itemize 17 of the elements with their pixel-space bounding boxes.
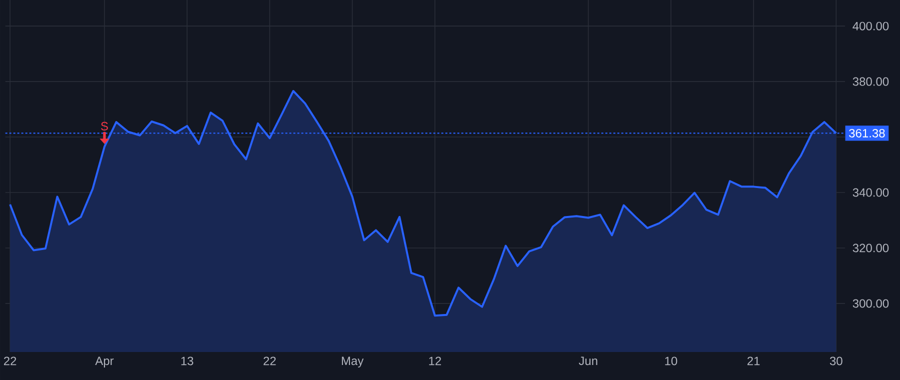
ref-line-label: 361.38: [849, 128, 885, 138]
y-tick-label: 320.00: [852, 244, 889, 252]
x-tick-label: 30: [830, 356, 842, 366]
y-tick-label: 400.00: [852, 22, 889, 30]
x-tick-label: 22: [4, 356, 16, 366]
x-tick-label: 12: [429, 356, 441, 366]
x-tick-label: Jun: [578, 356, 598, 366]
x-tick-label: May: [342, 356, 364, 368]
x-tick-label: 13: [181, 356, 194, 366]
x-tick-label: Apr: [95, 356, 114, 368]
y-tick-label: 340.00: [852, 188, 889, 197]
x-tick-label: 22: [264, 356, 276, 366]
x-tick-label: 10: [665, 356, 678, 366]
annotation: S: [101, 122, 108, 130]
x-tick-label: 21: [747, 356, 760, 366]
y-tick-label: 380.00: [852, 77, 889, 86]
y-tick-label: 300.00: [852, 299, 889, 308]
